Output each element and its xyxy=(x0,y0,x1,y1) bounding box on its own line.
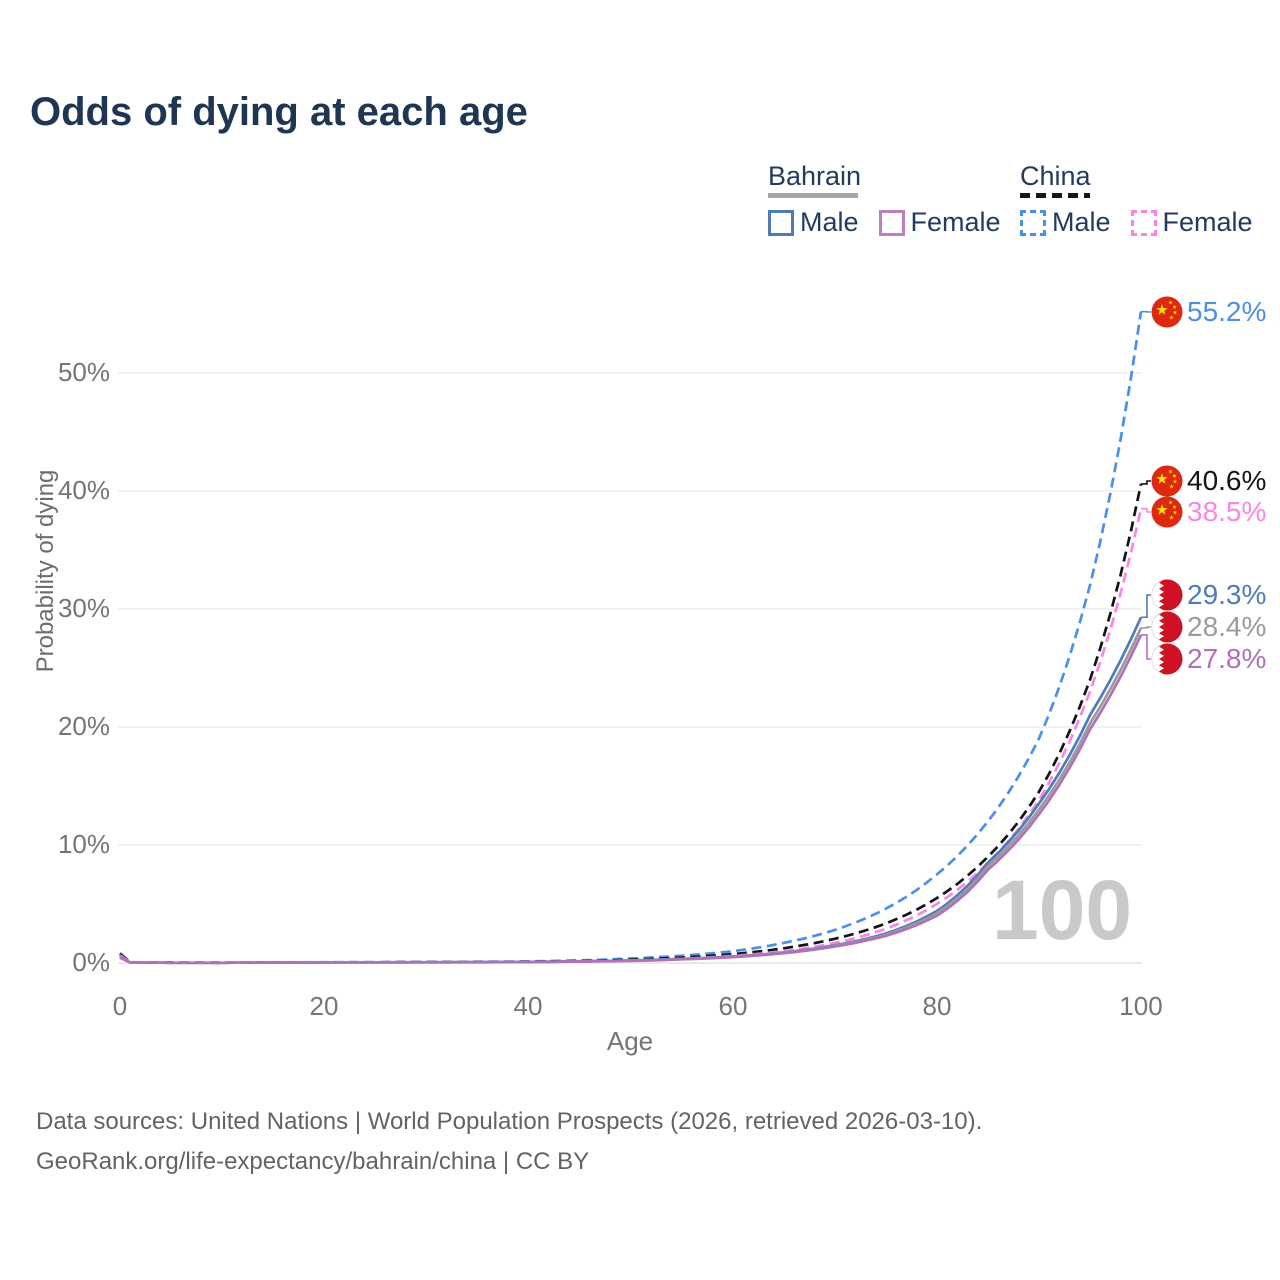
label-leader-line xyxy=(1141,594,1151,619)
bahrain-line-swatch[interactable] xyxy=(768,193,858,199)
y-tick-10: 10% xyxy=(57,829,110,859)
legend-label-bahrain-female[interactable]: Female xyxy=(910,207,1001,238)
x-tick-0: 0 xyxy=(112,991,128,1021)
bahrain-flag-icon xyxy=(1151,579,1183,611)
x-tick-100: 100 xyxy=(1119,991,1163,1021)
legend-swatch-bahrain-female[interactable] xyxy=(878,209,905,236)
end-label-bahrain-total: 28.4% xyxy=(1187,611,1267,642)
bahrain-flag-icon xyxy=(1151,611,1183,643)
bahrain-flag-icon xyxy=(1151,643,1183,675)
series-line-bahrain-total xyxy=(119,627,1143,965)
legend-swatch-china-female[interactable] xyxy=(1130,209,1157,236)
end-label-china-female: 38.5% xyxy=(1187,496,1267,527)
y-tick-30: 30% xyxy=(57,593,110,623)
y-tick-20: 20% xyxy=(57,711,110,741)
series-line-bahrain-female xyxy=(119,634,1143,965)
label-leader-line xyxy=(1141,507,1151,513)
legend-group-china: China Male Female xyxy=(1020,162,1273,238)
footer-attribution[interactable]: GeoRank.org/life-expectancy/bahrain/chin… xyxy=(36,1148,590,1175)
china-flag-icon xyxy=(1151,296,1183,328)
series-line-china-female xyxy=(119,508,1143,965)
end-label-bahrain-female: 27.8% xyxy=(1187,643,1267,674)
legend-label-china-male[interactable]: Male xyxy=(1052,207,1111,238)
legend-group-bahrain: Bahrain Male Female xyxy=(768,162,1021,238)
x-axis-title: Age xyxy=(606,1026,654,1056)
y-tick-50: 50% xyxy=(57,357,110,387)
china-flag-icon xyxy=(1151,496,1183,528)
y-tick-40: 40% xyxy=(57,475,110,505)
legend-label-china-female[interactable]: Female xyxy=(1162,207,1253,238)
legend-swatch-china-male[interactable] xyxy=(1020,209,1046,236)
label-leader-line xyxy=(1141,634,1151,660)
legend-country-bahrain[interactable]: Bahrain xyxy=(768,161,862,191)
china-line-swatch[interactable] xyxy=(1020,193,1090,199)
x-tick-60: 60 xyxy=(718,991,748,1021)
y-tick-0: 0% xyxy=(72,947,110,977)
series-line-china-total xyxy=(119,483,1143,965)
end-label-china-male: 55.2% xyxy=(1187,296,1267,327)
end-label-china-total: 40.6% xyxy=(1187,465,1267,496)
legend-country-china[interactable]: China xyxy=(1020,161,1091,191)
china-flag-icon xyxy=(1151,465,1183,497)
end-label-bahrain-male: 29.3% xyxy=(1187,579,1267,610)
legend-label-bahrain-male[interactable]: Male xyxy=(800,207,859,238)
x-tick-40: 40 xyxy=(513,991,543,1021)
legend-swatch-bahrain-male[interactable] xyxy=(768,209,794,236)
label-leader-line xyxy=(1141,626,1151,629)
hover-age-indicator: 100 xyxy=(992,863,1133,957)
series-line-bahrain-male xyxy=(119,616,1143,965)
x-tick-80: 80 xyxy=(922,991,952,1021)
page-title: Odds of dying at each age xyxy=(30,90,528,134)
footer-sources: Data sources: United Nations | World Pop… xyxy=(36,1108,983,1135)
label-leader-line xyxy=(1141,480,1151,485)
x-tick-20: 20 xyxy=(309,991,339,1021)
